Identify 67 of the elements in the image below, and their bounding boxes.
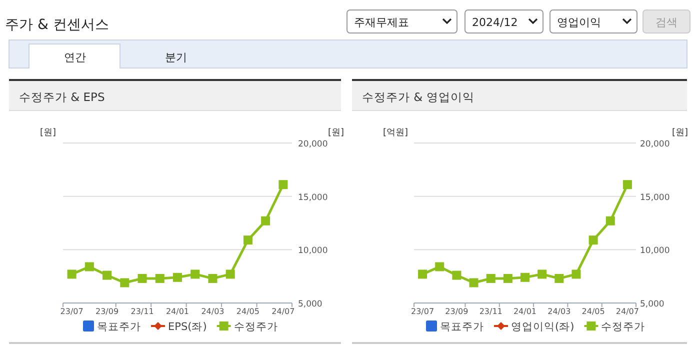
point bbox=[67, 270, 76, 279]
x-tick-label: 24/05 bbox=[236, 307, 260, 316]
chart-title: 수정주가 & 영업이익 bbox=[362, 90, 474, 104]
x-tick-label: 23/09 bbox=[445, 307, 468, 316]
y2-tick-label: 20,000 bbox=[298, 140, 328, 150]
legend-label: EPS(좌) bbox=[168, 321, 207, 333]
point bbox=[435, 262, 444, 272]
y2-tick-label: 10,000 bbox=[640, 246, 670, 256]
x-tick-label: 24/03 bbox=[201, 307, 224, 316]
text: 검색 bbox=[656, 16, 678, 29]
y2-tick-label: 5,000 bbox=[640, 300, 664, 310]
x-tick-label: 24/03 bbox=[548, 307, 571, 316]
x-tick-label: 23/11 bbox=[479, 307, 502, 316]
point bbox=[554, 274, 564, 283]
x-tick-label: 23/07 bbox=[60, 307, 84, 316]
point bbox=[102, 270, 112, 280]
point bbox=[503, 274, 512, 283]
point bbox=[452, 270, 462, 280]
point bbox=[572, 270, 581, 279]
point bbox=[84, 262, 94, 272]
point bbox=[588, 236, 598, 245]
y2-tick-label: 15,000 bbox=[640, 192, 670, 203]
point bbox=[418, 270, 428, 279]
point bbox=[173, 272, 182, 282]
x-tick-label: 24/07 bbox=[616, 307, 639, 316]
y2-tick-label: 15,000 bbox=[298, 192, 328, 203]
point bbox=[155, 274, 164, 283]
legend-label: 수정주가 bbox=[234, 321, 278, 333]
legend-label: 영업이익(좌) bbox=[511, 321, 574, 333]
point bbox=[190, 270, 200, 279]
legend-label: 목표주가 bbox=[97, 321, 141, 333]
x-tick-label: 24/07 bbox=[272, 307, 295, 316]
point bbox=[208, 274, 218, 283]
point bbox=[538, 270, 547, 279]
legend-label: 목표주가 bbox=[440, 321, 484, 333]
x-tick-label: 24/01 bbox=[513, 307, 537, 316]
y2-tick-label: 20,000 bbox=[640, 140, 670, 150]
point bbox=[520, 272, 530, 282]
y-axis-title: [억원] bbox=[383, 128, 408, 138]
chart-title: 수정주가 & EPS bbox=[19, 90, 105, 104]
x-tick-label: 23/11 bbox=[130, 307, 154, 316]
text: 영업이익 bbox=[557, 16, 601, 29]
legend-label: 수정주가 bbox=[601, 321, 646, 333]
y-axis-title: [원] bbox=[40, 128, 56, 138]
y2-tick-label: 5,000 bbox=[298, 300, 322, 310]
text: 분기 bbox=[165, 51, 187, 64]
y2-axis-title: [원] bbox=[672, 128, 688, 138]
x-tick-label: 24/01 bbox=[166, 307, 190, 316]
x-tick-label: 23/07 bbox=[411, 307, 434, 316]
text: 2024/12 bbox=[472, 16, 518, 29]
point bbox=[226, 270, 235, 279]
y2-axis-title: [원] bbox=[328, 128, 344, 138]
point bbox=[243, 236, 252, 245]
y2-tick-label: 10,000 bbox=[298, 246, 328, 256]
point bbox=[120, 278, 130, 288]
point bbox=[469, 278, 478, 288]
text: 주가 & 컨센서스 bbox=[5, 17, 109, 33]
text: 주재무제표 bbox=[354, 16, 409, 29]
text: 연간 bbox=[64, 51, 86, 64]
point bbox=[622, 180, 632, 190]
x-tick-label: 23/09 bbox=[96, 307, 119, 316]
point bbox=[138, 274, 147, 283]
point bbox=[606, 216, 615, 226]
point bbox=[261, 216, 270, 226]
point bbox=[486, 274, 496, 283]
point bbox=[278, 180, 288, 190]
x-tick-label: 24/05 bbox=[582, 307, 605, 316]
